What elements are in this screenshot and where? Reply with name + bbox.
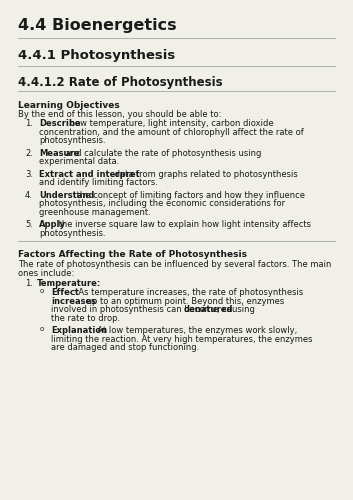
Text: 4.: 4. — [25, 191, 33, 200]
Text: Temperature:: Temperature: — [37, 279, 101, 288]
Text: : As temperature increases, the rate of photosynthesis: : As temperature increases, the rate of … — [73, 288, 304, 298]
Text: Effect: Effect — [51, 288, 79, 298]
Text: 3.: 3. — [25, 170, 33, 179]
Text: how temperature, light intensity, carbon dioxide: how temperature, light intensity, carbon… — [67, 120, 274, 128]
Text: are damaged and stop functioning.: are damaged and stop functioning. — [51, 344, 199, 352]
Text: 1.: 1. — [25, 279, 33, 288]
Text: data from graphs related to photosynthesis: data from graphs related to photosynthes… — [112, 170, 298, 179]
Text: o: o — [40, 326, 44, 332]
Text: Measure: Measure — [39, 149, 79, 158]
Text: 5.: 5. — [25, 220, 33, 230]
Text: concentration, and the amount of chlorophyll affect the rate of: concentration, and the amount of chlorop… — [39, 128, 304, 137]
Text: : At low temperatures, the enzymes work slowly,: : At low temperatures, the enzymes work … — [92, 326, 297, 336]
Text: By the end of this lesson, you should be able to:: By the end of this lesson, you should be… — [18, 110, 221, 120]
Text: increases: increases — [51, 297, 96, 306]
Text: o: o — [40, 288, 44, 294]
Text: experimental data.: experimental data. — [39, 158, 119, 166]
Text: Describe: Describe — [39, 120, 80, 128]
Text: Apply: Apply — [39, 220, 66, 230]
Text: 4.4 Bioenergetics: 4.4 Bioenergetics — [18, 18, 176, 33]
Text: ones include:: ones include: — [18, 268, 74, 278]
Text: Understand: Understand — [39, 191, 94, 200]
Text: 1.: 1. — [25, 120, 33, 128]
Text: greenhouse management.: greenhouse management. — [39, 208, 151, 217]
Text: photosynthesis, including the economic considerations for: photosynthesis, including the economic c… — [39, 200, 285, 208]
Text: the rate to drop.: the rate to drop. — [51, 314, 120, 323]
Text: Extract and interpret: Extract and interpret — [39, 170, 140, 179]
Text: and identify limiting factors.: and identify limiting factors. — [39, 178, 158, 188]
Text: The rate of photosynthesis can be influenced by several factors. The main: The rate of photosynthesis can be influe… — [18, 260, 331, 269]
Text: involved in photosynthesis can become: involved in photosynthesis can become — [51, 306, 221, 314]
Text: Explanation: Explanation — [51, 326, 107, 336]
Text: photosynthesis.: photosynthesis. — [39, 136, 106, 145]
Text: Learning Objectives: Learning Objectives — [18, 101, 120, 110]
Text: the concept of limiting factors and how they influence: the concept of limiting factors and how … — [74, 191, 305, 200]
Text: limiting the reaction. At very high temperatures, the enzymes: limiting the reaction. At very high temp… — [51, 335, 312, 344]
Text: up to an optimum point. Beyond this, enzymes: up to an optimum point. Beyond this, enz… — [84, 297, 285, 306]
Text: photosynthesis.: photosynthesis. — [39, 229, 106, 238]
Text: denatured: denatured — [183, 306, 233, 314]
Text: and calculate the rate of photosynthesis using: and calculate the rate of photosynthesis… — [63, 149, 262, 158]
Text: 2.: 2. — [25, 149, 33, 158]
Text: , causing: , causing — [217, 306, 255, 314]
Text: 4.4.1 Photosynthesis: 4.4.1 Photosynthesis — [18, 49, 175, 62]
Text: 4.4.1.2 Rate of Photosynthesis: 4.4.1.2 Rate of Photosynthesis — [18, 76, 223, 89]
Text: the inverse square law to explain how light intensity affects: the inverse square law to explain how li… — [56, 220, 311, 230]
Text: Factors Affecting the Rate of Photosynthesis: Factors Affecting the Rate of Photosynth… — [18, 250, 247, 260]
